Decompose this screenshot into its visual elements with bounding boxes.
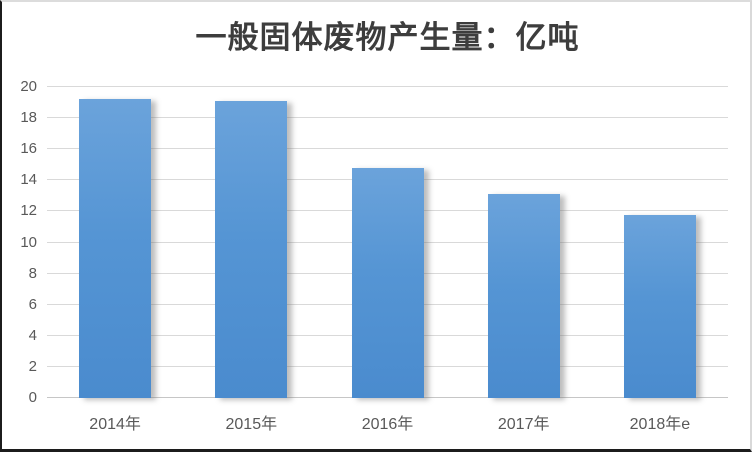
- chart-title: 一般固体废物产生量：亿吨: [195, 20, 580, 55]
- y-axis-tick-label-18: 18: [20, 109, 37, 127]
- y-axis-tick-label-2: 2: [28, 357, 37, 375]
- bar-2017年: [487, 194, 560, 398]
- y-axis-tick-label-14: 14: [20, 171, 37, 189]
- bar-2016年: [351, 167, 424, 398]
- y-axis-tick-label-12: 12: [20, 202, 37, 220]
- plot-area: 0 2 4 6 8 10 12 14 16 18 20 2014年 2015年 2016年 2017年 201…: [20, 78, 728, 433]
- bar-2018年e: [623, 214, 696, 398]
- gridline-y-18: [47, 117, 728, 119]
- y-axis-tick-label-10: 10: [20, 233, 37, 251]
- y-axis-tick-label-8: 8: [28, 264, 37, 282]
- y-axis-tick-label-16: 16: [20, 140, 37, 158]
- x-axis-category-label-2014年: 2014年: [89, 416, 141, 433]
- y-axis-tick-label-0: 0: [28, 389, 37, 406]
- bar-2015年: [215, 101, 288, 398]
- bar-2014年: [79, 99, 152, 398]
- gridline-y-20: [47, 86, 728, 87]
- gridline-y-16: [47, 148, 728, 150]
- y-axis-tick-label-4: 4: [28, 326, 37, 344]
- y-axis-tick-label-20: 20: [20, 78, 37, 95]
- x-axis-category-label-2017年: 2017年: [497, 416, 550, 433]
- y-axis-tick-label-6: 6: [28, 295, 37, 313]
- x-axis-category-label-2018年e: 2018年e: [629, 416, 691, 433]
- x-axis-category-label-2016年: 2016年: [361, 416, 414, 433]
- x-axis-category-label-2015年: 2015年: [225, 416, 278, 433]
